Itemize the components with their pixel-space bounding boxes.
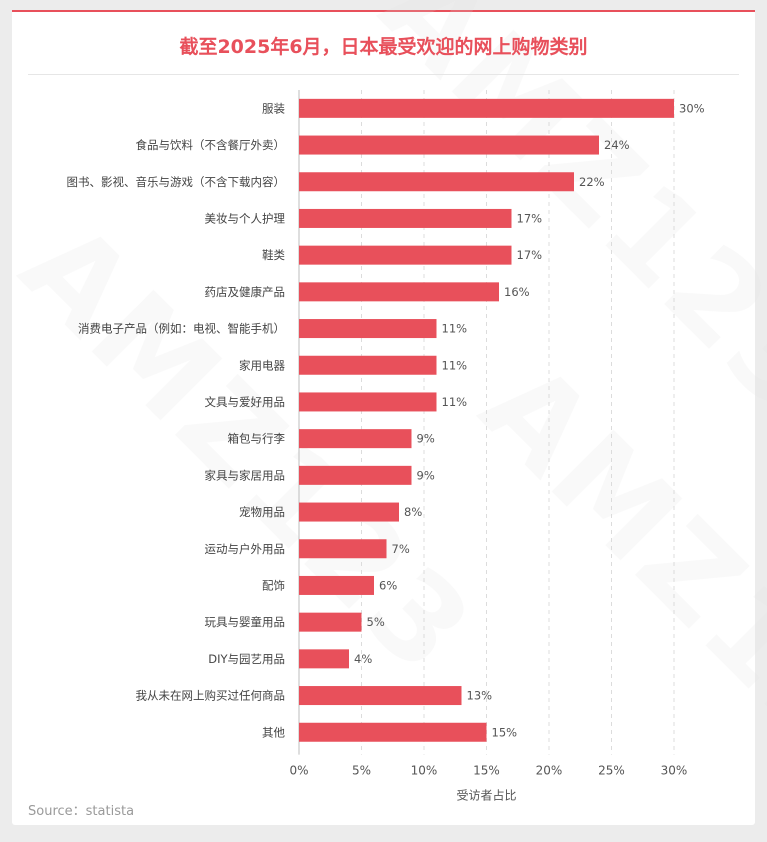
category-label: 文具与爱好用品 (205, 395, 286, 409)
category-label: 箱包与行李 (228, 432, 286, 446)
data-label: 11% (442, 322, 468, 336)
data-label: 13% (467, 689, 493, 703)
bar (299, 355, 437, 375)
x-axis-title: 受访者占比 (456, 788, 516, 803)
x-tick-label: 15% (473, 764, 500, 778)
data-label: 17% (517, 248, 543, 262)
bar (299, 172, 574, 192)
data-label: 11% (442, 358, 468, 372)
data-label: 16% (504, 285, 530, 299)
data-label: 30% (679, 101, 705, 115)
category-label: 食品与饮料（不含餐厅外卖） (136, 138, 286, 152)
category-label: 药店及健康产品 (205, 285, 286, 299)
bar (299, 392, 437, 412)
category-label: 配饰 (262, 578, 285, 592)
category-label: 其他 (262, 725, 285, 739)
category-label: DIY与园艺用品 (208, 652, 285, 666)
data-label: 17% (517, 211, 543, 225)
category-label: 玩具与婴童用品 (205, 615, 286, 629)
category-label: 消费电子产品（例如：电视、智能手机） (78, 322, 285, 336)
x-tick-label: 0% (289, 764, 308, 778)
top-accent-line (12, 10, 755, 12)
data-label: 22% (579, 175, 605, 189)
data-label: 8% (404, 505, 422, 519)
bar (299, 539, 387, 559)
x-tick-label: 5% (352, 764, 371, 778)
bar (299, 686, 462, 706)
bar (299, 649, 349, 669)
data-label: 4% (354, 652, 372, 666)
bar (299, 282, 499, 302)
title-divider (28, 74, 739, 75)
bar (299, 135, 599, 155)
data-label: 15% (492, 725, 518, 739)
category-label: 家用电器 (239, 358, 285, 372)
bar (299, 429, 412, 449)
category-label: 美妆与个人护理 (205, 211, 286, 225)
bar (299, 465, 412, 485)
x-tick-label: 20% (536, 764, 563, 778)
data-label: 9% (417, 468, 435, 482)
data-label: 9% (417, 432, 435, 446)
category-label: 图书、影视、音乐与游戏（不含下载内容） (67, 175, 286, 189)
data-label: 11% (442, 395, 468, 409)
data-label: 5% (367, 615, 385, 629)
bar (299, 245, 512, 265)
source-note: Source：statista (28, 804, 135, 819)
category-label: 运动与户外用品 (205, 542, 286, 556)
category-label: 家具与家居用品 (205, 468, 286, 482)
bar (299, 502, 399, 522)
category-label: 我从未在网上购买过任何商品 (136, 689, 286, 703)
x-tick-label: 10% (411, 764, 438, 778)
category-label: 宠物用品 (239, 505, 285, 519)
bar (299, 612, 362, 632)
x-tick-label: 25% (598, 764, 625, 778)
bar (299, 319, 437, 339)
chart-title: 截至2025年6月，日本最受欢迎的网上购物类别 (179, 36, 588, 58)
bar (299, 208, 512, 228)
x-tick-label: 30% (661, 764, 688, 778)
category-label: 服装 (262, 101, 285, 115)
category-label: 鞋类 (262, 248, 285, 262)
data-label: 24% (604, 138, 630, 152)
bar (299, 98, 674, 118)
bar (299, 575, 374, 595)
data-label: 6% (379, 578, 397, 592)
bar (299, 722, 487, 742)
data-label: 7% (392, 542, 410, 556)
